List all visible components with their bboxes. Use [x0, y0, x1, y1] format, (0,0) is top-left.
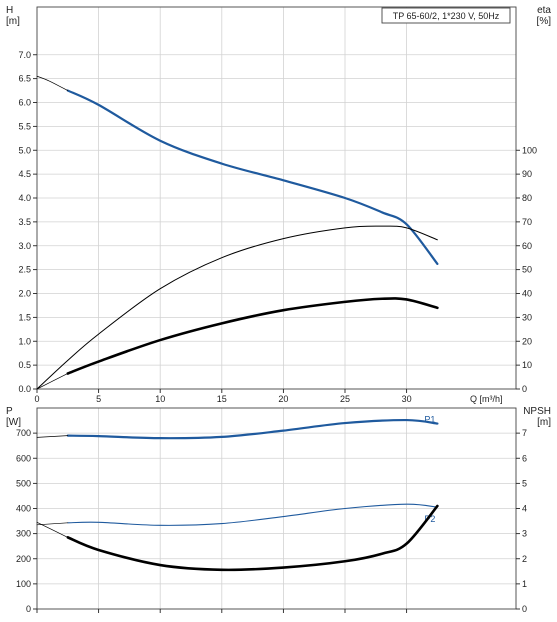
top-y-right-tick-label: 30: [522, 312, 532, 322]
top-y-left-tick-label: 6.5: [18, 74, 31, 84]
top-y-left-tick-label: 4.0: [18, 193, 31, 203]
top-x-tick-label: 30: [402, 394, 412, 404]
top-y-left-unit: [m]: [6, 16, 20, 27]
title-frame: [381, 7, 511, 24]
top-y-left-tick-label: 2.5: [18, 265, 31, 275]
title-box: TP 65-60/2, 1*230 V, 50Hz: [381, 7, 511, 24]
top-y-left-tick-label: 3.0: [18, 241, 31, 251]
top-h-extension-curve: [36, 75, 69, 91]
top-x-tick-label: 5: [96, 394, 101, 404]
bottom-y-left-tick-label: 500: [16, 478, 31, 488]
top-y-left-title: H: [6, 5, 13, 16]
bottom-y-left-tick-label: 600: [16, 453, 31, 463]
top-y-left-tick-label: 0.0: [18, 384, 31, 394]
bottom-y-right-tick-label: 2: [522, 554, 527, 564]
top-y-left-tick-label: 1.0: [18, 336, 31, 346]
bottom-y-right-tick-label: 7: [522, 428, 527, 438]
top-eta-motor-extension-curve: [36, 373, 69, 390]
top-y-left-tick-label: 4.5: [18, 169, 31, 179]
bottom-y-left-tick-label: 0: [26, 604, 31, 614]
bottom-series: P1 P2: [36, 415, 439, 572]
bottom-y-right-tick-label: 3: [522, 529, 527, 539]
bottom-y-right-unit: [m]: [537, 417, 551, 428]
top-y-right-title: eta: [537, 5, 551, 16]
top-eta-motor-curve: [66, 297, 439, 375]
top-y-left-tick-label: 2.0: [18, 289, 31, 299]
bottom-npsh-extension-curve: [36, 521, 69, 538]
top-y-right-tick-label: 90: [522, 169, 532, 179]
top-x-tick-label: 0: [34, 394, 39, 404]
bottom-grid: [37, 408, 516, 609]
head-efficiency-panel: 0.0 0.5 1.0 1.5 2.0 2.5 3.0 3.5 4.0 4.5 5.0 5.5 6.0 6…: [6, 5, 551, 404]
top-y-right-tick-label: 20: [522, 336, 532, 346]
top-y-left-tick-label: 0.5: [18, 360, 31, 370]
top-y-left-tick-label: 5.5: [18, 121, 31, 131]
bottom-p2-extension-curve: [36, 522, 69, 526]
bottom-y-left-tick-label: 400: [16, 504, 31, 514]
bottom-y-left-tick-label: 100: [16, 579, 31, 589]
top-x-tick-label: 25: [340, 394, 350, 404]
bottom-y-right-tick-label: 5: [522, 478, 527, 488]
top-x-tick-label: 15: [217, 394, 227, 404]
top-x-axis-title: Q [m³/h]: [470, 394, 503, 404]
bottom-y-left-tick-label: 200: [16, 554, 31, 564]
top-y-right-tick-label: 70: [522, 217, 532, 227]
bottom-p1-label: P1: [424, 415, 435, 425]
bottom-y-right-title: NPSH: [523, 406, 551, 417]
top-y-right-tick-label: 100: [522, 145, 537, 155]
top-y-right-tick-label: 40: [522, 289, 532, 299]
bottom-npsh-curve: [66, 504, 439, 572]
bottom-y-left-title: P: [6, 406, 13, 417]
top-x-tick-label: 10: [155, 394, 165, 404]
bottom-p1-curve: [66, 418, 439, 440]
bottom-y-right-tick-label: 4: [522, 504, 527, 514]
top-y-left-tick-label: 1.5: [18, 312, 31, 322]
top-y-left-tick-label: 3.5: [18, 217, 31, 227]
bottom-y-left-unit: [W]: [6, 417, 21, 428]
chart-title: TP 65-60/2, 1*230 V, 50Hz: [393, 11, 500, 21]
bottom-p2-label: P2: [424, 514, 435, 524]
top-series: [36, 75, 439, 390]
top-axes: 0.0 0.5 1.0 1.5 2.0 2.5 3.0 3.5 4.0 4.5 5.0 5.5 6.0 6…: [6, 5, 551, 404]
bottom-y-right-tick-label: 1: [522, 579, 527, 589]
bottom-y-right-tick-label: 6: [522, 453, 527, 463]
top-y-right-tick-label: 10: [522, 360, 532, 370]
top-y-right-tick-label: 50: [522, 265, 532, 275]
top-y-left-tick-label: 5.0: [18, 145, 31, 155]
bottom-p2-curve: [67, 503, 438, 526]
bottom-axes: 0 100 200 300 400 500 600 700 0 1 2 3 4 5 6 7 P[W] NPSH[m…: [6, 406, 551, 614]
bottom-p1-extension-curve: [36, 435, 69, 438]
top-grid: [37, 7, 516, 389]
bottom-y-left-tick-label: 700: [16, 428, 31, 438]
bottom-y-left-tick-label: 300: [16, 529, 31, 539]
top-y-left-tick-label: 7.0: [18, 50, 31, 60]
top-y-right-unit: [%]: [537, 16, 552, 27]
top-h-curve: [66, 89, 439, 265]
top-y-right-tick-label: 0: [522, 384, 527, 394]
top-y-right-tick-label: 80: [522, 193, 532, 203]
power-npsh-panel: 0 100 200 300 400 500 600 700 0 1 2 3 4 5 6 7 P[W] NPSH[m…: [6, 406, 551, 614]
top-x-tick-label: 20: [278, 394, 288, 404]
top-eta-curve: [36, 225, 438, 390]
top-y-right-tick-label: 60: [522, 241, 532, 251]
top-y-left-tick-label: 6.0: [18, 98, 31, 108]
bottom-y-right-tick-label: 0: [522, 604, 527, 614]
